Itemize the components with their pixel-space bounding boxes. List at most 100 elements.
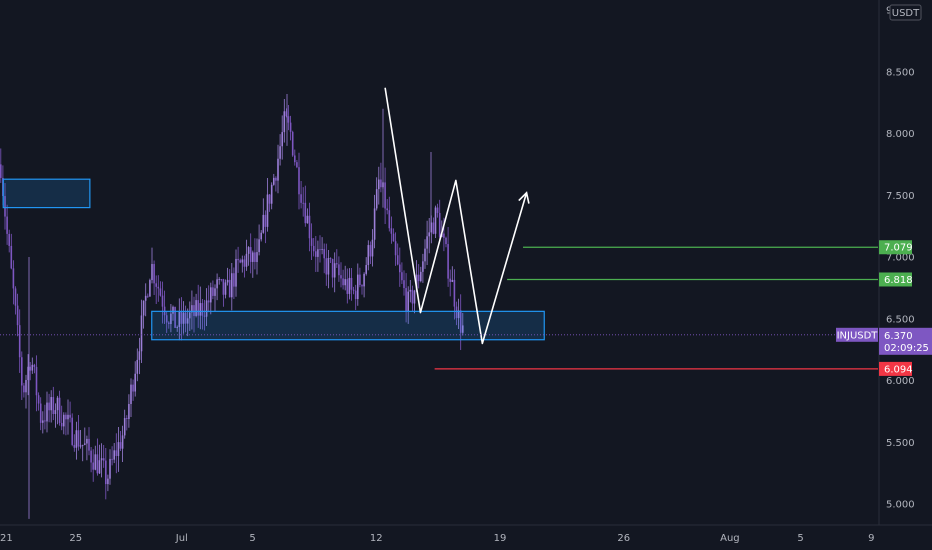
candle-body (4, 196, 6, 217)
candle-body (375, 189, 378, 209)
candle-body (153, 264, 155, 284)
candle-body (304, 202, 307, 224)
candle-body (367, 245, 370, 266)
candle-body (0, 164, 2, 178)
candle-body (147, 295, 149, 297)
candle-body (373, 208, 376, 240)
level-tag (879, 240, 912, 255)
candle-body (121, 435, 124, 449)
candle-body (413, 290, 416, 304)
candle-body (191, 305, 193, 313)
candle-body (457, 310, 460, 319)
candle-body (212, 287, 214, 296)
candle-body (12, 268, 15, 289)
candle-body (258, 239, 260, 253)
candle-body (132, 384, 134, 392)
candle-body (344, 279, 346, 286)
candle-body (455, 306, 458, 319)
candle-body (396, 255, 399, 265)
candle-body (340, 275, 342, 279)
candle-body (222, 279, 225, 295)
candle-body (184, 312, 187, 324)
candle-body (126, 418, 128, 419)
candle-body (75, 430, 78, 448)
price-axis[interactable]: 9 8.500 8.000 7.500 7.000 6.500 6.000 5.500 5.00… (886, 6, 915, 511)
price-tick-label: 6.000 (886, 376, 915, 387)
candle-body (77, 430, 80, 447)
time-tick-label: 25 (69, 533, 82, 544)
pattern-line[interactable] (384, 87, 528, 345)
candle-body (422, 261, 424, 272)
horizontal-levels (434, 246, 878, 370)
candle-body (84, 443, 86, 445)
candle-body (186, 318, 189, 324)
candle-body (438, 212, 441, 237)
candle-body (273, 177, 275, 185)
price-tick-label: 8.000 (886, 129, 915, 140)
candle-body (140, 315, 143, 352)
candle-body (445, 237, 447, 245)
candle-body (443, 233, 445, 238)
candle-body (33, 364, 36, 367)
candle-body (210, 287, 212, 303)
candle-body (90, 450, 92, 463)
candle-body (86, 438, 88, 444)
candle-body (21, 357, 23, 386)
candle-body (405, 288, 407, 312)
candle-body (23, 385, 25, 393)
candle-body (182, 312, 185, 324)
price-tick-label: 5.500 (886, 438, 915, 449)
candle-body (392, 233, 395, 242)
time-axis[interactable]: 21 25 Jul 5 12 19 26 Aug 5 9 (0, 533, 875, 544)
candle-body (123, 418, 126, 436)
candle-body (451, 279, 454, 282)
time-tick-label: 19 (494, 533, 507, 544)
candle-body (411, 289, 414, 304)
candle-body (115, 450, 118, 457)
candle-body (52, 397, 55, 415)
candle-body (270, 184, 273, 204)
candle-body (117, 442, 120, 457)
candle-body (69, 414, 71, 418)
candle-body (65, 414, 67, 420)
candle-body (111, 458, 113, 460)
pattern-arrowhead (518, 191, 530, 204)
candle-body (130, 384, 132, 404)
candle-body (155, 283, 157, 287)
candle-body (424, 248, 426, 262)
candle-body (218, 279, 220, 280)
candle-body (88, 438, 90, 451)
candle-body (142, 300, 145, 316)
candle-body (417, 274, 420, 282)
candle-body (195, 300, 197, 316)
candle-body (409, 289, 412, 292)
candle-body (199, 303, 202, 316)
candle-body (92, 462, 94, 470)
zone-box[interactable] (2, 178, 91, 209)
candle-body (29, 366, 31, 371)
candle-body (149, 280, 151, 297)
candle-body (264, 214, 267, 227)
candle-body (243, 259, 246, 267)
candle-body (109, 458, 111, 479)
candle-body (281, 132, 283, 147)
candle-body (245, 253, 248, 267)
currency-badge[interactable]: USDT (889, 4, 922, 21)
candle-body (168, 322, 170, 324)
candle-body (319, 249, 321, 251)
candle-body (201, 303, 204, 316)
level-tag-label: 7.079 (884, 243, 913, 254)
candle-body (300, 194, 302, 203)
candle-body (237, 258, 239, 261)
candle-body (308, 215, 311, 239)
time-tick-label: Aug (720, 533, 740, 544)
candle-body (287, 116, 290, 123)
currency-label: USDT (892, 8, 920, 19)
level-tag-label: 6.094 (884, 364, 913, 375)
candle-body (159, 288, 162, 296)
time-tick-label: Jul (175, 533, 188, 544)
candle-body (285, 111, 288, 117)
candle-body (128, 403, 130, 419)
candle-body (60, 422, 63, 427)
